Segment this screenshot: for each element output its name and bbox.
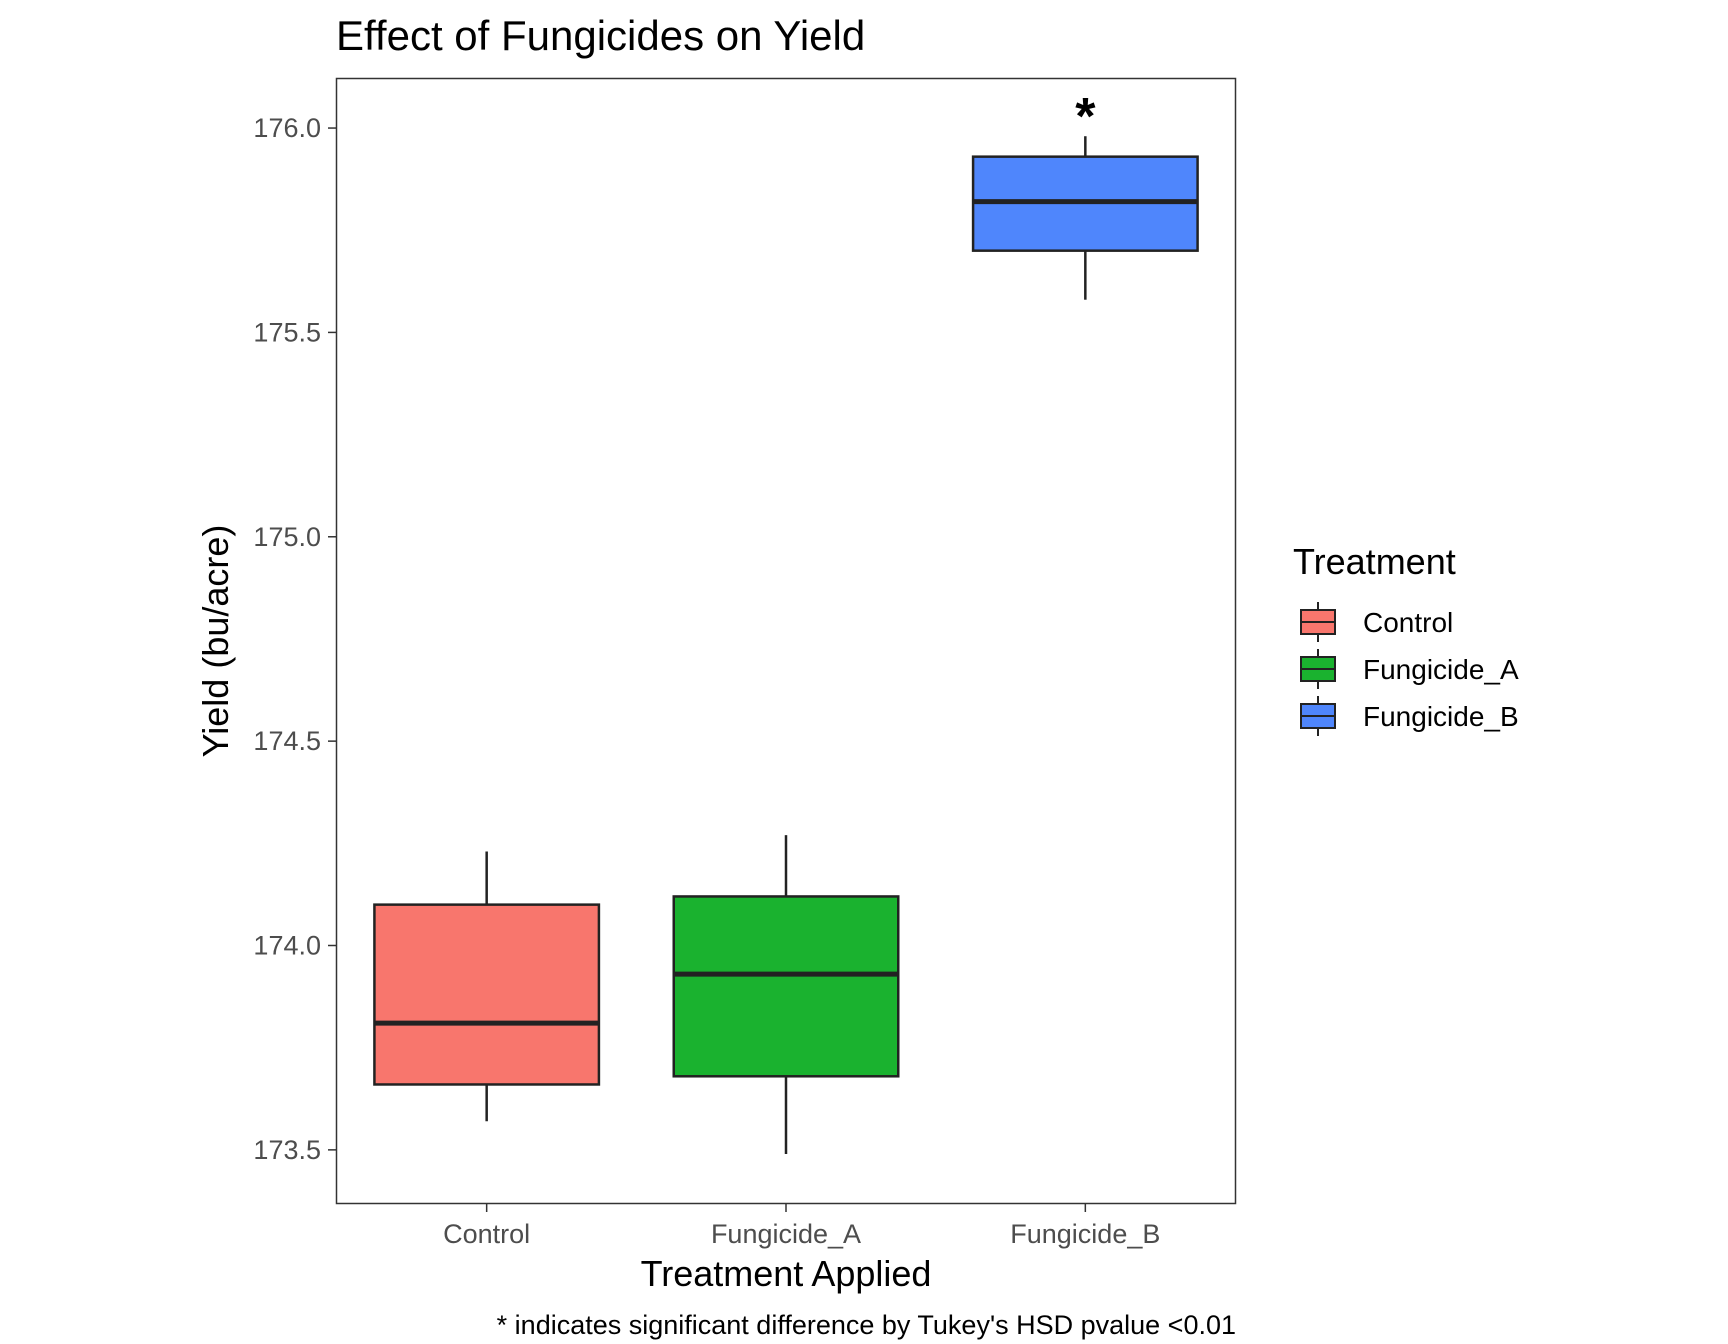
y-tick-label: 175.5 (253, 317, 321, 347)
significance-marker: * (1075, 88, 1096, 146)
y-axis: 173.5 174.0 174.5 175.0 175.5 176.0 (253, 113, 337, 1165)
legend-label: Fungicide_B (1363, 701, 1519, 732)
y-tick-label: 175.0 (253, 522, 321, 552)
x-tick-label: Fungicide_A (711, 1219, 861, 1249)
x-tick-label: Control (443, 1219, 530, 1249)
box-fungicide-a (672, 895, 900, 1078)
y-tick-label: 174.0 (253, 931, 321, 961)
x-axis-title: Treatment Applied (641, 1253, 932, 1294)
boxes: * (373, 88, 1199, 1154)
legend-title: Treatment (1293, 541, 1456, 582)
legend-label: Fungicide_A (1363, 654, 1519, 685)
y-axis-title: Yield (bu/acre) (195, 525, 236, 758)
y-tick-label: 174.5 (253, 726, 321, 756)
legend-label: Control (1363, 607, 1453, 638)
box-control (373, 903, 601, 1086)
x-axis: Control Fungicide_A Fungicide_B (443, 1203, 1160, 1249)
chart-caption: * indicates significant difference by Tu… (497, 1310, 1236, 1340)
y-tick-label: 176.0 (253, 113, 321, 143)
y-tick-label: 173.5 (253, 1135, 321, 1165)
chart-title: Effect of Fungicides on Yield (336, 12, 865, 59)
x-tick-label: Fungicide_B (1010, 1219, 1160, 1249)
legend: Treatment Control Fungicide_A Fungicide_B (1293, 541, 1519, 736)
